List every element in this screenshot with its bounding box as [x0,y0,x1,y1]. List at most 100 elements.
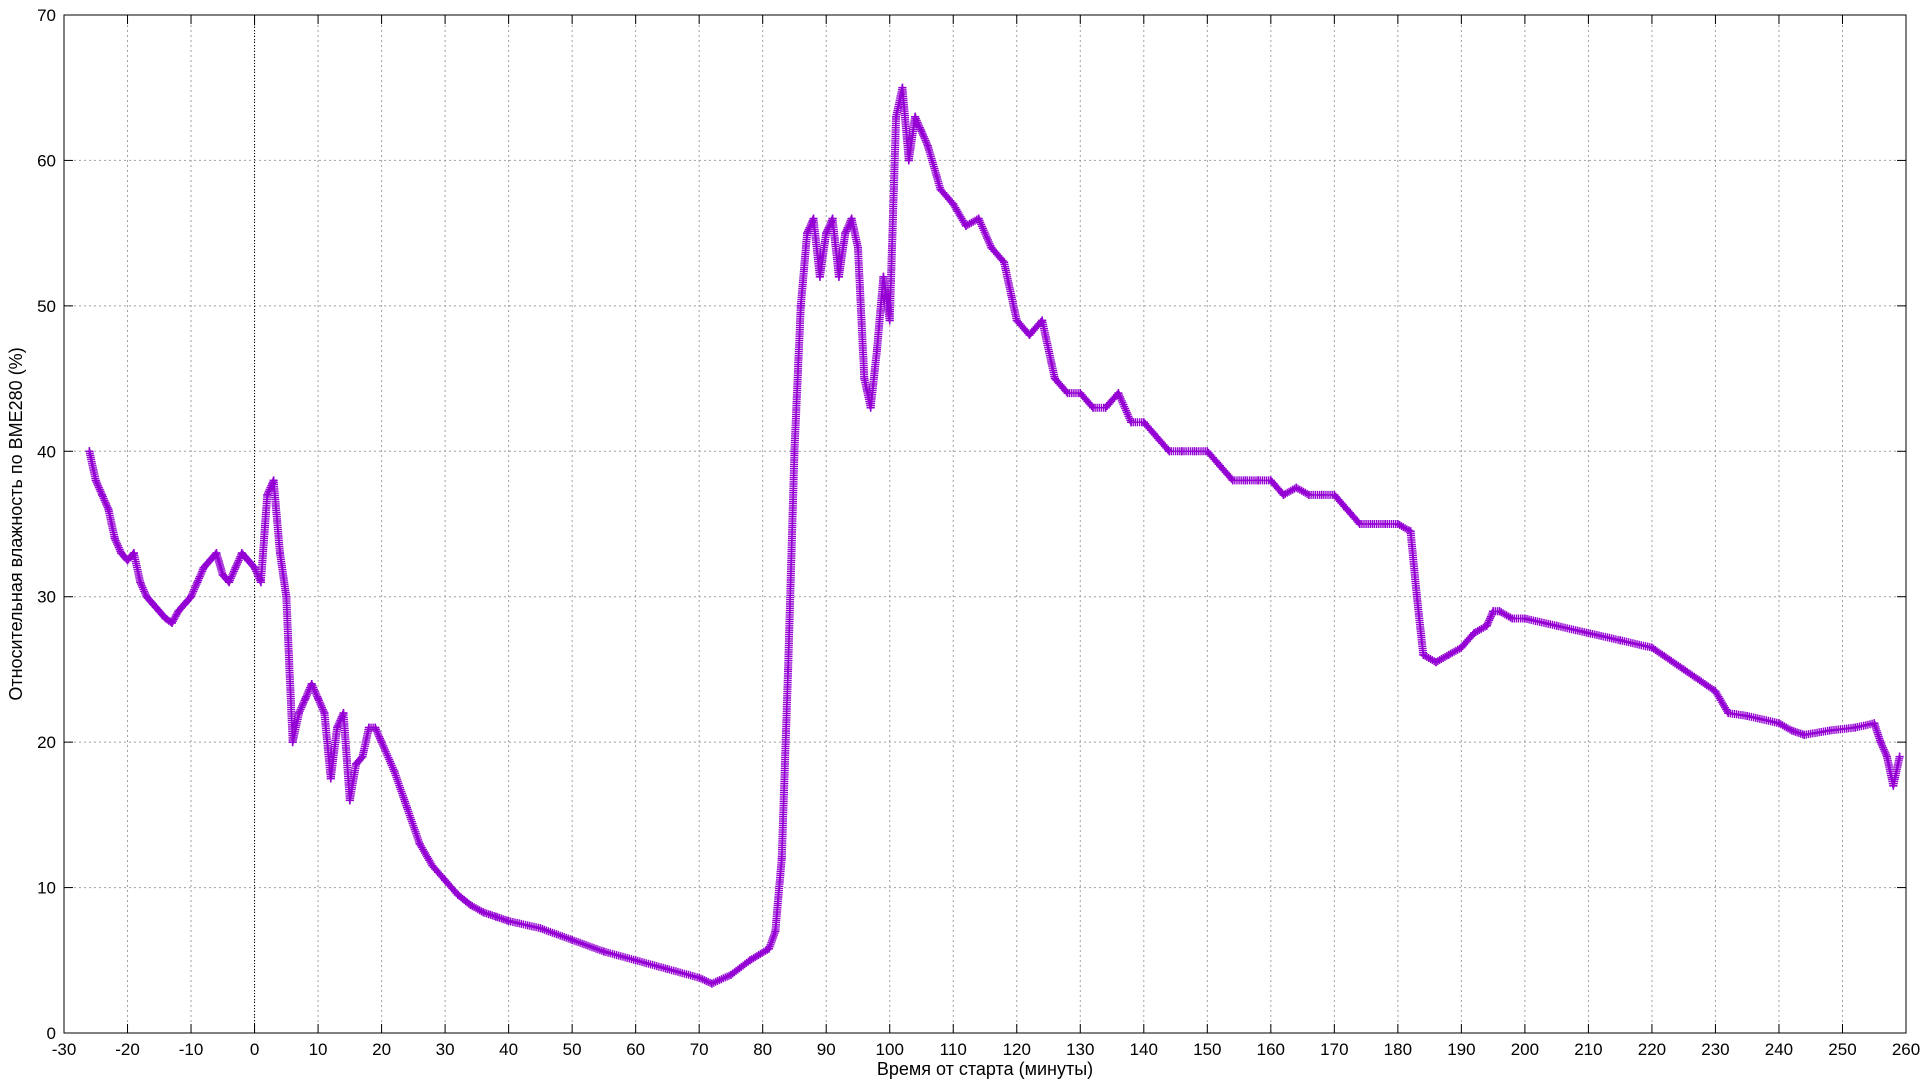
data-point [377,738,386,747]
data-point [1317,490,1326,499]
data-point [1279,490,1288,499]
data-point [1876,738,1885,747]
data-point [1114,389,1123,398]
data-point [974,214,983,223]
data-point [129,549,138,558]
data-point [853,243,862,252]
x-tick-label: 160 [1257,1040,1285,1059]
data-point [250,563,259,572]
data-point [936,185,945,194]
x-tick-label: -20 [115,1040,140,1059]
data-point [1882,752,1891,761]
data-point [745,956,754,965]
y-tick-label: 40 [37,442,56,461]
data-point [1050,374,1059,383]
data-point [1177,447,1186,456]
data-point [402,803,411,812]
data-point [174,607,183,616]
data-point [326,774,335,783]
data-point [1266,476,1275,485]
data-point [98,490,107,499]
x-tick-label: 60 [626,1040,645,1059]
data-point [695,973,704,982]
x-tick-label: 170 [1320,1040,1348,1059]
data-point [148,599,157,608]
data-point [1470,629,1479,638]
data-point [199,563,208,572]
data-point [1381,520,1390,528]
data-point [923,141,932,150]
x-tick-label: 260 [1892,1040,1920,1059]
x-tick-label: 180 [1384,1040,1412,1059]
x-tick-label: 220 [1638,1040,1666,1059]
data-point [91,476,100,485]
data-point [1152,432,1161,441]
data-point [161,614,170,623]
data-point [1724,709,1733,718]
data-point [212,549,221,558]
data-point [1895,752,1904,761]
data-point [225,578,234,587]
data-point [1012,316,1021,325]
x-tick-label: 10 [309,1040,328,1059]
data-point [1088,403,1097,412]
y-tick-label: 0 [47,1024,56,1043]
data-point [231,563,240,572]
data-point [1343,505,1352,514]
x-tick-label: 210 [1574,1040,1602,1059]
x-tick-label: 200 [1511,1040,1539,1059]
data-point [1711,687,1720,696]
data-point [110,534,119,543]
data-point [263,490,272,499]
data-point [1431,658,1440,667]
y-axis-title: Относительная влажность по BME280 (%) [6,347,26,700]
data-point [269,476,278,485]
data-point [123,556,132,565]
data-point [155,607,164,616]
data-point [1870,719,1879,728]
data-point [1616,636,1625,645]
data-point [244,556,253,565]
data-point [1304,490,1313,499]
data-point [1000,258,1009,267]
data-point [1406,527,1415,536]
data-point [307,679,316,688]
data-point [466,901,475,910]
data-point [301,694,310,703]
data-point [1584,629,1593,638]
data-point [1743,711,1752,720]
data-point [504,917,513,926]
data-point [1127,418,1136,427]
data-point [1216,461,1225,470]
data-point [1647,643,1656,652]
data-point [599,947,608,956]
data-point [536,924,545,933]
data-point [1800,730,1809,739]
x-tick-label: 30 [436,1040,455,1059]
data-point [320,709,329,718]
data-point [415,839,424,848]
data-point [1241,476,1250,485]
y-tick-labels: 0 10 20 30 40 50 60 70 [37,6,56,1043]
data-point [428,861,437,870]
data-point [1368,520,1377,528]
data-point [193,578,202,587]
data-point [218,570,227,579]
data-point [1495,607,1504,616]
data-point [1292,483,1301,492]
axis-ticks [63,14,1907,1034]
data-point [1889,781,1898,790]
data-point [815,272,824,281]
data-point [898,83,907,92]
data-point [491,912,500,921]
data-point [1330,490,1339,499]
data-point [453,890,462,899]
chart-grid [64,15,1906,1033]
data-point [1482,621,1491,630]
data-point [167,618,176,627]
data-point [765,944,774,953]
data-point [631,956,640,965]
data-point [117,549,126,558]
data-points [85,83,1904,988]
